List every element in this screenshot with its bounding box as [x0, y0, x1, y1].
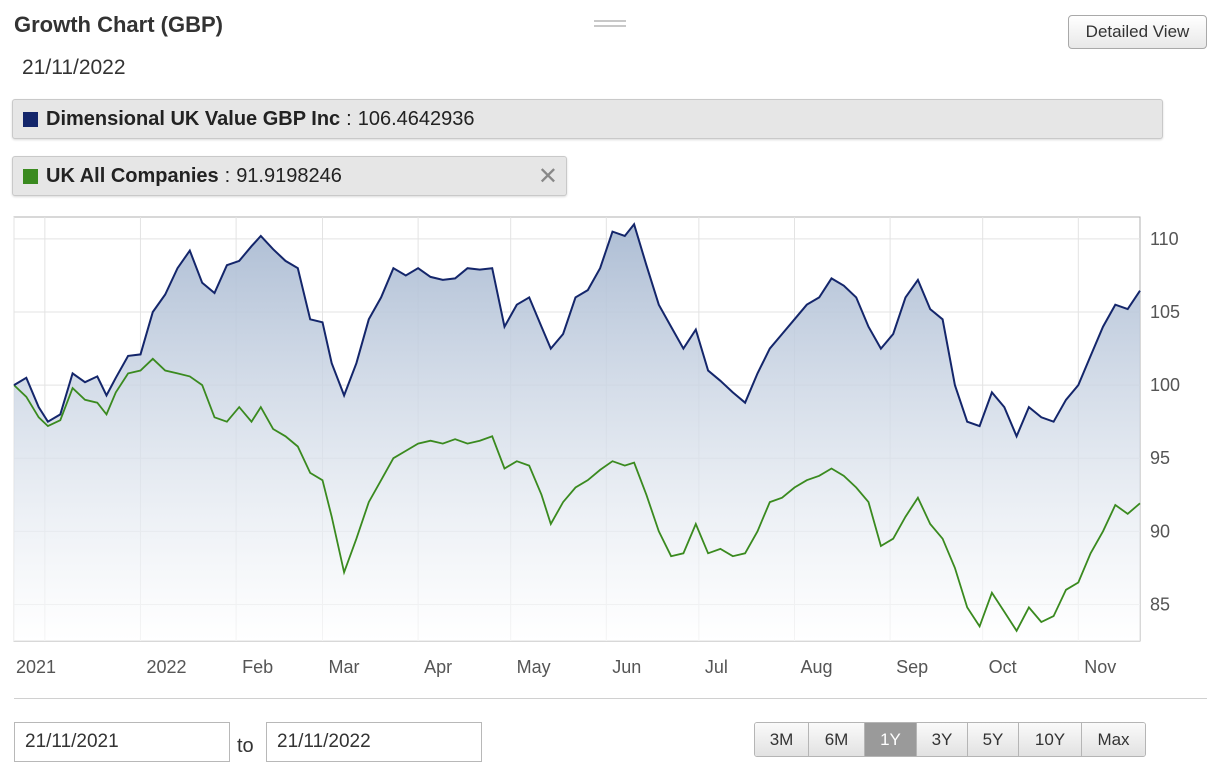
range-button-10y[interactable]: 10Y — [1019, 723, 1082, 756]
x-tick-label: 2022 — [146, 657, 186, 677]
range-button-6m[interactable]: 6M — [809, 723, 865, 756]
drag-handle-icon[interactable] — [594, 20, 626, 34]
sector-series-line — [13, 357, 1141, 633]
range-selector: 3M 6M 1Y 3Y 5Y 10Y Max — [754, 722, 1146, 757]
legend-separator: : — [224, 164, 231, 187]
fund-series-line — [13, 222, 1141, 439]
chart-title: Growth Chart (GBP) — [14, 12, 223, 37]
x-tick-label: Apr — [424, 657, 452, 677]
growth-chart[interactable]: 85 90 95 100 105 110 2021 2022 Feb Mar Apr May Jun J… — [0, 205, 1215, 685]
y-tick-label: 85 — [1150, 594, 1170, 614]
legend-separator: : — [346, 107, 352, 130]
legend-name: UK All Companies — [46, 164, 219, 187]
y-tick-label: 95 — [1150, 448, 1170, 468]
divider — [14, 698, 1207, 699]
x-tick-label: Aug — [800, 657, 832, 677]
x-tick-label: Mar — [328, 657, 359, 677]
legend-swatch-sector — [23, 168, 38, 184]
legend-value: 106.4642936 — [357, 107, 475, 130]
y-tick-label: 90 — [1150, 521, 1170, 541]
x-tick-label: Jul — [705, 657, 728, 677]
legend-name: Dimensional UK Value GBP Inc — [46, 107, 341, 130]
to-label: to — [237, 735, 254, 757]
y-tick-label: 100 — [1150, 375, 1180, 395]
x-tick-label: Feb — [242, 657, 273, 677]
x-tick-label: Oct — [989, 657, 1017, 677]
fund-area-fill — [14, 224, 1140, 642]
range-button-1y[interactable]: 1Y — [865, 723, 917, 756]
range-button-3m[interactable]: 3M — [755, 723, 809, 756]
x-tick-label: May — [517, 657, 551, 677]
legend-swatch-fund — [23, 111, 38, 127]
legend-item-fund: Dimensional UK Value GBP Inc : 106.46429… — [12, 99, 1163, 139]
legend-value: 91.9198246 — [236, 164, 342, 187]
x-tick-label: Nov — [1084, 657, 1116, 677]
y-tick-label: 110 — [1150, 229, 1179, 249]
range-button-max[interactable]: Max — [1082, 723, 1145, 756]
x-tick-label: Jun — [612, 657, 641, 677]
current-date: 21/11/2022 — [22, 56, 126, 79]
from-date-input[interactable] — [14, 722, 230, 762]
y-tick-label: 105 — [1150, 302, 1180, 322]
x-tick-label: Sep — [896, 657, 928, 677]
close-icon[interactable]: ✕ — [537, 163, 558, 190]
x-tick-label: 2021 — [16, 657, 56, 677]
legend-item-sector: UK All Companies : 91.9198246 ✕ — [12, 156, 567, 196]
range-button-5y[interactable]: 5Y — [968, 723, 1019, 756]
to-date-input[interactable] — [266, 722, 482, 762]
detailed-view-button[interactable]: Detailed View — [1068, 15, 1207, 49]
range-button-3y[interactable]: 3Y — [917, 723, 968, 756]
